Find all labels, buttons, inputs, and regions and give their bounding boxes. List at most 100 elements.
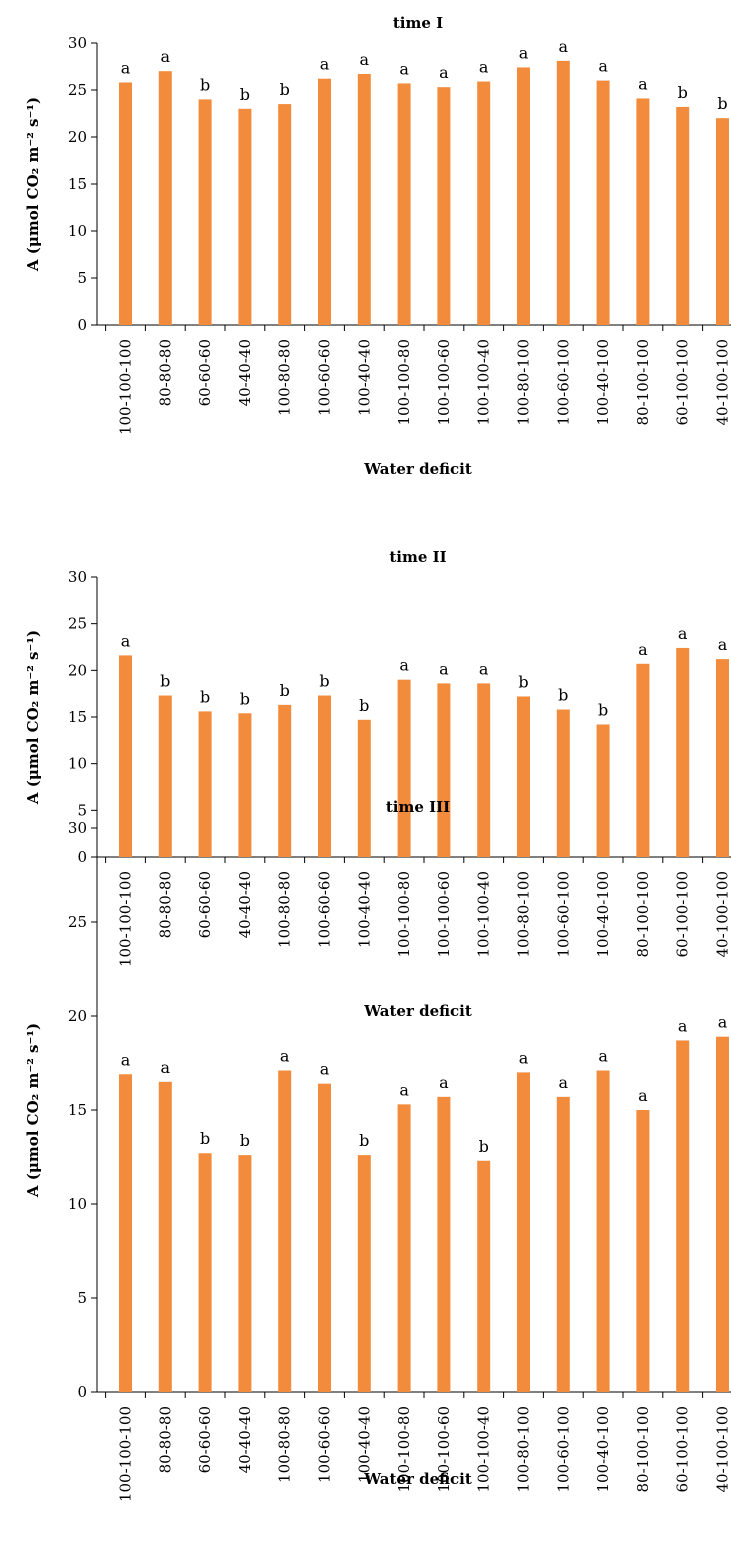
significance-label: b xyxy=(280,80,290,99)
significance-label: b xyxy=(240,85,250,104)
bar xyxy=(437,1096,451,1392)
bar xyxy=(676,647,690,857)
significance-label: b xyxy=(240,1131,250,1150)
bar xyxy=(119,82,132,325)
x-tick-label: 100-60-60 xyxy=(316,1406,334,1483)
bar xyxy=(278,104,292,325)
significance-label: b xyxy=(598,700,608,719)
bar xyxy=(198,1153,212,1392)
chart-panel-3: time III 0 5 10 15 20 25 30 a 100-100-100 a 80-80-8… xyxy=(24,798,731,1502)
significance-label: a xyxy=(439,63,449,82)
significance-label: b xyxy=(518,672,528,691)
significance-label: a xyxy=(718,1013,728,1032)
significance-label: a xyxy=(559,37,569,56)
x-tick-label: 40-100-100 xyxy=(714,871,731,957)
x-tick-label: 100-100-40 xyxy=(475,871,493,957)
y-tick-label: 15 xyxy=(68,175,87,193)
y-axis-label: A (μmol CO₂ m⁻² s⁻¹) xyxy=(24,97,42,272)
bar xyxy=(716,1036,729,1392)
x-tick-label: 100-100-80 xyxy=(395,871,413,957)
x-tick-label: 100-80-80 xyxy=(276,1406,294,1483)
bar xyxy=(278,1070,292,1392)
bar xyxy=(596,80,610,325)
x-axis-label: Water deficit xyxy=(363,1470,472,1488)
y-tick-label: 25 xyxy=(68,615,87,633)
bar xyxy=(556,60,570,326)
significance-label: a xyxy=(399,59,409,78)
significance-label: a xyxy=(519,43,529,62)
significance-label: b xyxy=(160,672,170,691)
significance-label: a xyxy=(638,640,648,659)
bar xyxy=(636,663,650,857)
significance-label: a xyxy=(598,1047,608,1066)
x-tick-label: 60-60-60 xyxy=(196,339,214,406)
bar xyxy=(318,695,331,857)
bar xyxy=(198,711,212,857)
x-tick-label: 100-80-80 xyxy=(276,339,294,416)
bar xyxy=(517,67,530,325)
bar xyxy=(357,719,371,857)
chart-title: time III xyxy=(386,798,450,816)
x-tick-label: 100-60-100 xyxy=(554,339,572,425)
bar xyxy=(357,74,371,326)
x-tick-label: 100-80-80 xyxy=(276,871,294,948)
x-tick-label: 100-100-100 xyxy=(117,1406,135,1502)
significance-label: a xyxy=(678,1016,688,1035)
bar xyxy=(198,99,212,326)
significance-label: a xyxy=(320,55,330,74)
significance-label: b xyxy=(240,689,250,708)
x-tick-label: 100-80-100 xyxy=(515,871,533,957)
chart-panel-2: time II 0 5 10 15 20 25 30 a 100-100-100 b 80-80-80… xyxy=(24,548,731,1020)
y-tick-label: 0 xyxy=(77,1383,87,1401)
y-tick-label: 30 xyxy=(68,568,87,586)
significance-label: a xyxy=(439,659,449,678)
bar xyxy=(556,1096,570,1392)
x-axis-label: Water deficit xyxy=(363,1002,472,1020)
y-tick-label: 30 xyxy=(68,819,87,837)
x-tick-label: 40-40-40 xyxy=(236,871,254,938)
x-tick-label: 100-100-60 xyxy=(435,339,453,425)
bar xyxy=(477,81,491,325)
x-tick-label: 100-100-80 xyxy=(395,1406,413,1492)
x-tick-label: 80-100-100 xyxy=(634,1406,652,1492)
bar xyxy=(676,1040,690,1392)
y-tick-label: 15 xyxy=(68,708,87,726)
y-tick-label: 0 xyxy=(77,316,87,334)
bar xyxy=(158,71,172,325)
significance-label: a xyxy=(161,1058,171,1077)
bar xyxy=(397,1104,411,1392)
x-tick-label: 100-60-100 xyxy=(554,1406,572,1492)
x-tick-label: 100-40-40 xyxy=(355,339,373,416)
significance-label: b xyxy=(319,672,329,691)
y-tick-label: 5 xyxy=(77,269,87,287)
x-axis-label: Water deficit xyxy=(363,460,472,478)
significance-label: b xyxy=(280,681,290,700)
y-tick-label: 5 xyxy=(77,1289,87,1307)
significance-label: a xyxy=(320,1060,330,1079)
chart-panel-1: time I 0 5 10 15 20 25 30 a 100-100-100 a 80-80-80 b… xyxy=(24,14,731,478)
bar xyxy=(357,1155,371,1392)
x-tick-label: 100-100-80 xyxy=(395,339,413,425)
y-tick-label: 0 xyxy=(77,848,87,866)
x-tick-label: 100-40-40 xyxy=(355,1406,373,1483)
significance-label: a xyxy=(638,1086,648,1105)
x-tick-label: 60-100-100 xyxy=(674,871,692,957)
significance-label: a xyxy=(559,1073,569,1092)
y-tick-label: 10 xyxy=(68,1195,87,1213)
significance-label: a xyxy=(479,659,489,678)
x-tick-label: 60-60-60 xyxy=(196,871,214,938)
bar xyxy=(517,1072,530,1392)
significance-label: a xyxy=(121,631,131,650)
x-tick-label: 40-100-100 xyxy=(714,1406,731,1492)
x-tick-label: 100-40-100 xyxy=(594,1406,612,1492)
x-tick-label: 100-80-100 xyxy=(515,339,533,425)
x-tick-label: 100-100-100 xyxy=(117,871,135,967)
significance-label: a xyxy=(439,1073,449,1092)
x-tick-label: 100-100-60 xyxy=(435,871,453,957)
y-tick-label: 30 xyxy=(68,34,87,52)
bar xyxy=(318,1083,331,1392)
y-tick-label: 25 xyxy=(68,913,87,931)
bar xyxy=(596,724,610,857)
significance-label: b xyxy=(479,1137,489,1156)
